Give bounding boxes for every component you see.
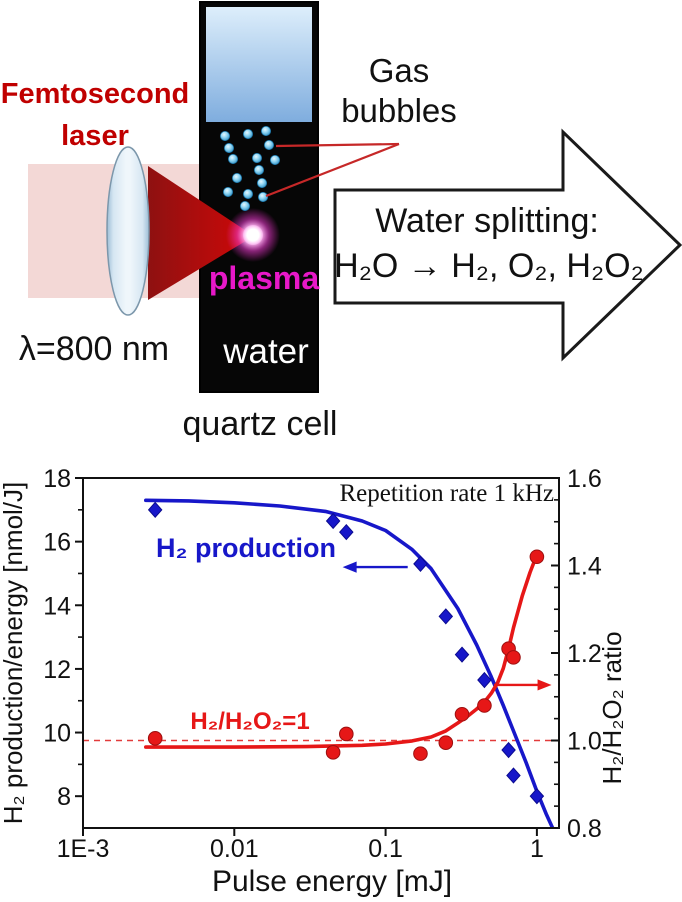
bubble: [269, 154, 280, 165]
ratio-data-point: [339, 726, 354, 742]
bubble: [231, 172, 242, 183]
gas-bubbles-label: Gas: [369, 52, 430, 89]
ratio-data-point: [147, 731, 163, 746]
left-tick-label: 12: [43, 656, 71, 684]
h2-production-fit-curve: [144, 498, 555, 829]
gas-headspace: [206, 7, 312, 122]
repetition-rate-note: Repetition rate 1 kHz: [339, 480, 554, 507]
bubble: [222, 186, 233, 197]
bubble: [257, 191, 268, 202]
gas-bubbles: [219, 126, 280, 211]
h2-production-data-point: [501, 741, 516, 759]
bubble: [256, 177, 267, 188]
focused-laser-beam: [148, 166, 254, 300]
h2-production-data-point: [438, 608, 454, 625]
ratio-data-point: [438, 735, 454, 750]
h2-production-data-point: [506, 767, 521, 784]
h2-production-data-point: [339, 523, 354, 541]
ratio-fit-curve: [144, 552, 539, 749]
chart-text-labels: H₂ production/energy [nmol/J] H₂/H₂O₂ ra…: [0, 480, 627, 898]
bubble: [253, 164, 264, 175]
water-label: water: [222, 332, 309, 371]
left-tick-label: 10: [43, 720, 71, 748]
x-tick-label: 1E-3: [57, 835, 110, 863]
bubble-pointer-line: [275, 142, 400, 148]
bubble: [227, 153, 238, 164]
femtosecond-laser-label: laser: [61, 120, 129, 152]
wavelength-label: λ=800 nm: [19, 330, 169, 368]
femtosecond-laser-label: Femtosecond: [1, 78, 190, 110]
right-tick-label: 1.4: [567, 553, 602, 581]
process-arrow: [333, 128, 682, 362]
x-tick-label: 0.1: [368, 835, 403, 863]
h2-production-data-point: [454, 646, 470, 663]
ratio-data-point: [454, 706, 470, 722]
pointer-arrowhead: [537, 679, 552, 691]
ratio-data-point: [529, 549, 545, 565]
bubble: [219, 130, 230, 141]
right-tick-label: 1.6: [567, 465, 602, 493]
h2-production-data-point: [413, 555, 428, 573]
bubble: [239, 200, 250, 211]
plasma-core: [243, 225, 263, 245]
laser-water-splitting-diagram: Femtosecond laser λ=800 nm Gas bubbles p…: [1, 1, 682, 443]
water-splitting-formula: H₂O → H₂, O₂, H₂O₂: [334, 247, 644, 285]
ratio-data-point: [506, 650, 521, 665]
bubble-pointer-line: [265, 142, 400, 198]
ratio-data-point: [325, 745, 341, 760]
h2-production-data-point: [325, 512, 341, 530]
h2-production-series-label: H₂ production: [156, 533, 336, 563]
right-tick-label: 1.0: [567, 728, 602, 756]
left-tick-label: 8: [57, 783, 71, 811]
focusing-lens: [106, 146, 150, 316]
gas-bubbles-label: bubbles: [341, 92, 457, 129]
left-tick-label: 18: [43, 465, 71, 493]
h2-production-data-point: [147, 501, 163, 518]
water-splitting-title: Water splitting:: [375, 202, 599, 240]
bubble: [242, 128, 253, 139]
plot-frame: [82, 477, 560, 829]
ratio-data-point: [477, 698, 492, 713]
plasma-label: plasma: [209, 260, 319, 296]
bubble: [260, 126, 271, 137]
right-axis-title: H₂/H₂O₂ ratio: [597, 631, 627, 784]
bubble: [223, 142, 234, 153]
right-tick-label: 1.2: [567, 640, 602, 668]
quartz-cell-label: quartz cell: [183, 405, 338, 443]
left-axis-title: H₂ production/energy [nmol/J]: [0, 482, 28, 824]
h2-production-data-point: [529, 788, 545, 805]
bubble: [263, 139, 274, 150]
x-axis-title: Pulse energy [mJ]: [212, 865, 452, 898]
ratio-equals-one-label: H₂/H₂O₂=1: [190, 708, 309, 735]
right-tick-label: 0.8: [567, 815, 602, 843]
bubble: [251, 152, 262, 163]
ratio-data-point: [413, 746, 428, 761]
x-tick-label: 1: [530, 835, 544, 863]
h2-production-data-point: [477, 671, 492, 689]
left-tick-label: 16: [43, 529, 71, 557]
pointer-arrowhead: [342, 561, 357, 573]
bubble: [242, 188, 253, 199]
left-tick-label: 14: [43, 592, 71, 620]
x-tick-label: 0.01: [210, 835, 259, 863]
